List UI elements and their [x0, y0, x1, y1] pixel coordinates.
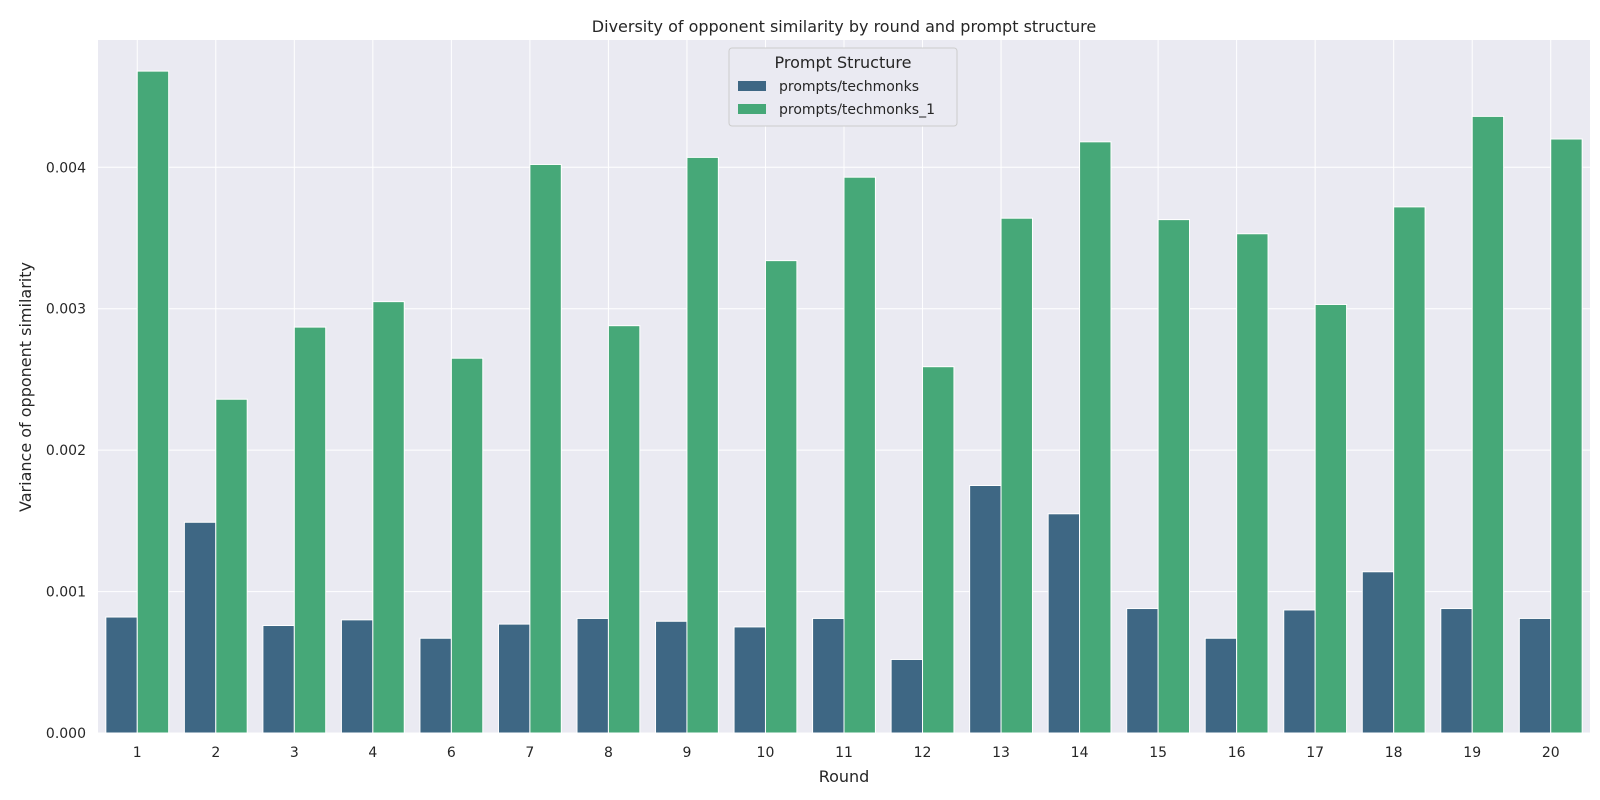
bar-series-1-round-18 [1361, 571, 1395, 734]
bar-series-2-round-7 [529, 163, 562, 734]
x-tick-label: 9 [682, 745, 691, 761]
x-tick-label: 17 [1306, 745, 1324, 761]
x-tick-label: 16 [1228, 745, 1246, 761]
bar-series-2-round-15 [1157, 219, 1191, 734]
bar-series-1-round-6 [419, 637, 452, 734]
bar-series-2-round-20 [1550, 138, 1583, 734]
bar-series-1-round-20 [1518, 617, 1552, 734]
legend-title: Prompt Structure [775, 53, 912, 72]
bar-series-2-round-14 [1079, 141, 1112, 734]
x-tick-label: 1 [133, 745, 142, 761]
bar-series-1-round-17 [1283, 609, 1316, 734]
x-tick-label: 10 [757, 745, 775, 761]
bar-series-2-round-3 [293, 326, 327, 734]
x-tick-label: 13 [992, 745, 1010, 761]
bar-series-1-round-9 [655, 620, 688, 734]
bar-series-1-round-14 [1047, 513, 1081, 734]
y-tick-label: 0.000 [46, 726, 86, 742]
bar-series-1-round-19 [1440, 608, 1473, 734]
x-tick-label: 6 [447, 745, 456, 761]
bar-series-2-round-17 [1314, 303, 1348, 734]
x-tick-label: 20 [1542, 745, 1560, 761]
bar-series-1-round-16 [1204, 637, 1238, 734]
y-tick-labels: 0.000 0.001 0.002 0.003 0.004 [46, 160, 86, 742]
bar-series-1-round-8 [576, 617, 609, 734]
x-tick-label: 7 [525, 745, 534, 761]
bar-series-1-round-10 [733, 626, 766, 734]
bars [105, 70, 1583, 734]
legend-swatch-series-2 [738, 104, 766, 114]
bar-series-1-round-2 [183, 521, 217, 734]
legend-box [728, 47, 958, 127]
bar-series-2-round-10 [764, 260, 798, 734]
bar-series-1-round-1 [105, 616, 138, 734]
x-tick-label: 18 [1385, 745, 1403, 761]
bar-series-2-round-4 [372, 301, 405, 734]
bar-series-1-round-13 [969, 485, 1002, 734]
bar-series-2-round-6 [450, 357, 484, 734]
x-axis-label: Round [819, 767, 870, 786]
y-tick-label: 0.002 [46, 443, 86, 459]
x-tick-label: 3 [290, 745, 299, 761]
bar-series-1-round-15 [1126, 608, 1159, 734]
bar-series-2-round-9 [686, 156, 719, 734]
x-tick-label: 11 [835, 745, 853, 761]
x-tick-label: 4 [368, 745, 377, 761]
bar-series-1-round-4 [340, 619, 374, 734]
bar-series-2-round-1 [136, 70, 170, 734]
x-tick-label: 15 [1149, 745, 1167, 761]
x-tick-label: 14 [1071, 745, 1089, 761]
bar-series-2-round-8 [607, 325, 641, 734]
bar-series-1-round-3 [262, 625, 295, 734]
bar-series-2-round-13 [1000, 217, 1033, 734]
x-tick-label: 19 [1463, 745, 1481, 761]
bar-series-1-round-12 [890, 658, 924, 734]
x-tick-label: 12 [914, 745, 932, 761]
y-axis-label: Variance of opponent similarity [16, 262, 35, 512]
legend-label-series-2: prompts/techmonks_1 [779, 102, 935, 118]
bar-series-2-round-11 [843, 176, 876, 734]
x-tick-labels: 1 2 3 4 6 7 8 9 10 11 12 13 14 15 16 17 18 19 20 [133, 745, 1560, 761]
bar-series-2-round-18 [1393, 206, 1426, 734]
legend-label-series-1: prompts/techmonks [779, 79, 919, 95]
chart-title: Diversity of opponent similarity by roun… [592, 17, 1096, 36]
y-tick-label: 0.001 [46, 585, 86, 601]
x-tick-label: 2 [211, 745, 220, 761]
bar-series-2-round-2 [215, 398, 248, 734]
bar-series-2-round-19 [1471, 115, 1505, 734]
x-tick-label: 8 [604, 745, 613, 761]
bar-series-2-round-16 [1236, 233, 1269, 734]
legend-swatch-series-1 [738, 81, 766, 91]
legend: Prompt Structure prompts/techmonks promp… [728, 47, 958, 127]
bar-series-1-round-11 [812, 617, 845, 734]
bar-series-2-round-12 [922, 366, 955, 734]
y-tick-label: 0.003 [46, 302, 86, 318]
bar-series-1-round-7 [497, 623, 531, 734]
y-tick-label: 0.004 [46, 160, 86, 176]
